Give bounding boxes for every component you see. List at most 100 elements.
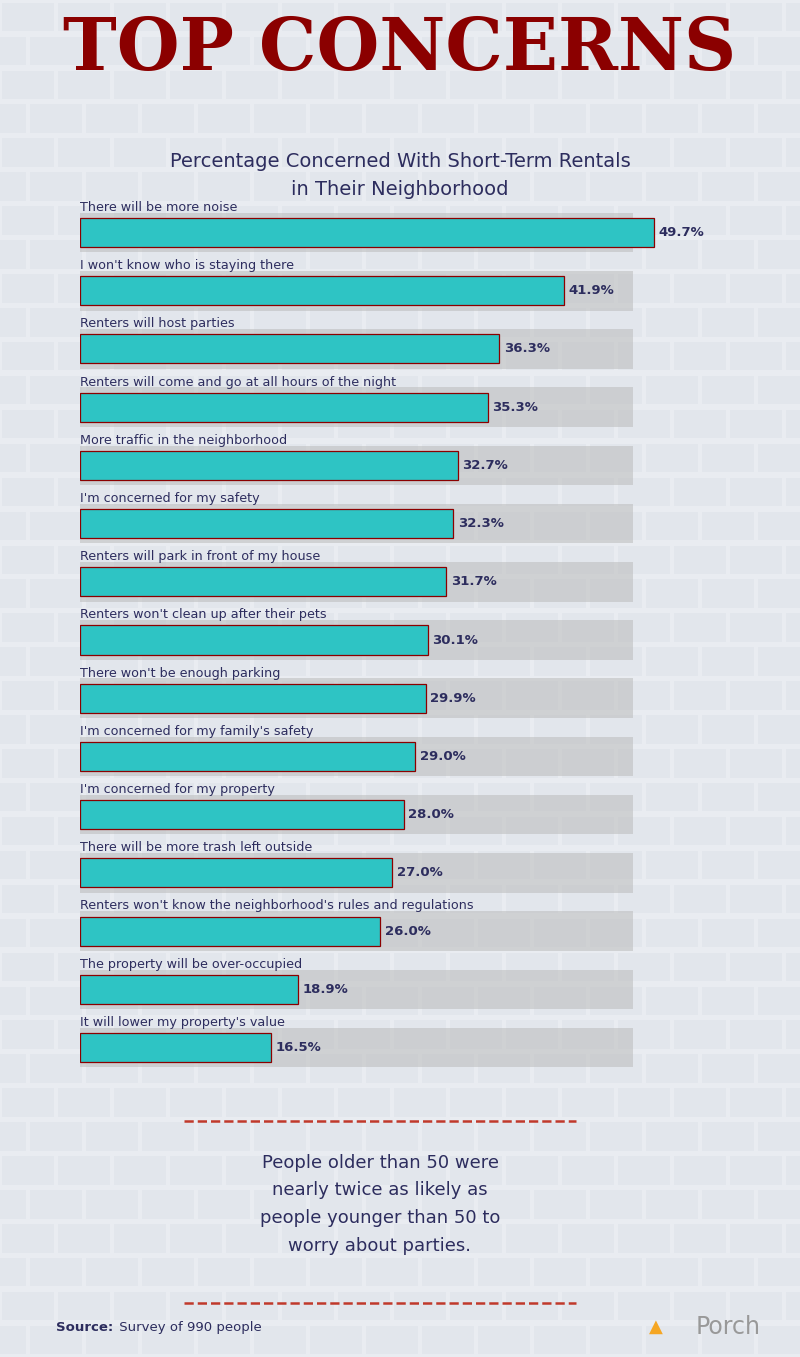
FancyBboxPatch shape	[170, 1156, 222, 1185]
FancyBboxPatch shape	[674, 1224, 726, 1253]
FancyBboxPatch shape	[366, 308, 418, 337]
FancyBboxPatch shape	[366, 444, 418, 472]
FancyBboxPatch shape	[478, 1326, 530, 1354]
FancyBboxPatch shape	[226, 342, 278, 370]
FancyBboxPatch shape	[86, 783, 138, 811]
FancyBboxPatch shape	[114, 1020, 166, 1049]
FancyBboxPatch shape	[254, 1326, 306, 1354]
FancyBboxPatch shape	[282, 71, 334, 99]
FancyBboxPatch shape	[758, 1326, 800, 1354]
FancyBboxPatch shape	[534, 1258, 586, 1286]
Text: 26.0%: 26.0%	[385, 924, 431, 938]
FancyBboxPatch shape	[338, 342, 390, 370]
FancyBboxPatch shape	[226, 274, 278, 303]
FancyBboxPatch shape	[786, 410, 800, 438]
Bar	[80, 678, 633, 718]
FancyBboxPatch shape	[254, 104, 306, 133]
FancyBboxPatch shape	[2, 342, 54, 370]
FancyBboxPatch shape	[254, 715, 306, 744]
FancyBboxPatch shape	[394, 681, 446, 710]
FancyBboxPatch shape	[0, 512, 26, 540]
FancyBboxPatch shape	[2, 206, 54, 235]
FancyBboxPatch shape	[226, 3, 278, 31]
Text: I'm concerned for my property: I'm concerned for my property	[80, 783, 275, 797]
FancyBboxPatch shape	[534, 919, 586, 947]
FancyBboxPatch shape	[310, 783, 362, 811]
FancyBboxPatch shape	[702, 104, 754, 133]
FancyBboxPatch shape	[758, 919, 800, 947]
FancyBboxPatch shape	[170, 953, 222, 981]
FancyBboxPatch shape	[618, 71, 670, 99]
FancyBboxPatch shape	[450, 138, 502, 167]
FancyBboxPatch shape	[646, 579, 698, 608]
Bar	[80, 626, 428, 654]
FancyBboxPatch shape	[338, 817, 390, 845]
FancyBboxPatch shape	[702, 647, 754, 676]
Bar	[80, 392, 488, 422]
FancyBboxPatch shape	[618, 1156, 670, 1185]
FancyBboxPatch shape	[534, 851, 586, 879]
FancyBboxPatch shape	[86, 851, 138, 879]
FancyBboxPatch shape	[450, 1156, 502, 1185]
FancyBboxPatch shape	[646, 851, 698, 879]
FancyBboxPatch shape	[310, 579, 362, 608]
FancyBboxPatch shape	[366, 579, 418, 608]
Bar	[80, 912, 633, 951]
FancyBboxPatch shape	[730, 138, 782, 167]
FancyBboxPatch shape	[506, 138, 558, 167]
FancyBboxPatch shape	[702, 172, 754, 201]
FancyBboxPatch shape	[310, 240, 362, 269]
FancyBboxPatch shape	[618, 749, 670, 778]
FancyBboxPatch shape	[310, 512, 362, 540]
FancyBboxPatch shape	[506, 1020, 558, 1049]
FancyBboxPatch shape	[590, 919, 642, 947]
FancyBboxPatch shape	[0, 715, 26, 744]
FancyBboxPatch shape	[674, 3, 726, 31]
FancyBboxPatch shape	[0, 104, 26, 133]
FancyBboxPatch shape	[394, 71, 446, 99]
FancyBboxPatch shape	[758, 37, 800, 65]
FancyBboxPatch shape	[702, 919, 754, 947]
FancyBboxPatch shape	[422, 512, 474, 540]
FancyBboxPatch shape	[786, 1020, 800, 1049]
FancyBboxPatch shape	[142, 376, 194, 404]
FancyBboxPatch shape	[730, 546, 782, 574]
Text: 31.7%: 31.7%	[451, 575, 497, 589]
FancyBboxPatch shape	[506, 206, 558, 235]
FancyBboxPatch shape	[366, 512, 418, 540]
FancyBboxPatch shape	[394, 953, 446, 981]
Text: TOP CONCERNS: TOP CONCERNS	[63, 14, 737, 85]
FancyBboxPatch shape	[450, 817, 502, 845]
FancyBboxPatch shape	[786, 274, 800, 303]
FancyBboxPatch shape	[198, 647, 250, 676]
FancyBboxPatch shape	[562, 410, 614, 438]
FancyBboxPatch shape	[58, 138, 110, 167]
FancyBboxPatch shape	[758, 1054, 800, 1083]
FancyBboxPatch shape	[86, 37, 138, 65]
FancyBboxPatch shape	[618, 274, 670, 303]
FancyBboxPatch shape	[478, 1190, 530, 1219]
FancyBboxPatch shape	[674, 410, 726, 438]
FancyBboxPatch shape	[618, 1088, 670, 1117]
FancyBboxPatch shape	[170, 613, 222, 642]
FancyBboxPatch shape	[338, 138, 390, 167]
FancyBboxPatch shape	[86, 1190, 138, 1219]
FancyBboxPatch shape	[618, 1020, 670, 1049]
FancyBboxPatch shape	[58, 953, 110, 981]
FancyBboxPatch shape	[366, 1258, 418, 1286]
FancyBboxPatch shape	[646, 647, 698, 676]
FancyBboxPatch shape	[758, 444, 800, 472]
FancyBboxPatch shape	[758, 1258, 800, 1286]
FancyBboxPatch shape	[0, 783, 26, 811]
FancyBboxPatch shape	[338, 885, 390, 913]
FancyBboxPatch shape	[282, 546, 334, 574]
FancyBboxPatch shape	[758, 715, 800, 744]
Bar	[80, 969, 633, 1010]
FancyBboxPatch shape	[338, 613, 390, 642]
Bar	[80, 503, 633, 543]
FancyBboxPatch shape	[674, 817, 726, 845]
FancyBboxPatch shape	[2, 817, 54, 845]
FancyBboxPatch shape	[478, 1258, 530, 1286]
FancyBboxPatch shape	[450, 71, 502, 99]
FancyBboxPatch shape	[254, 1190, 306, 1219]
